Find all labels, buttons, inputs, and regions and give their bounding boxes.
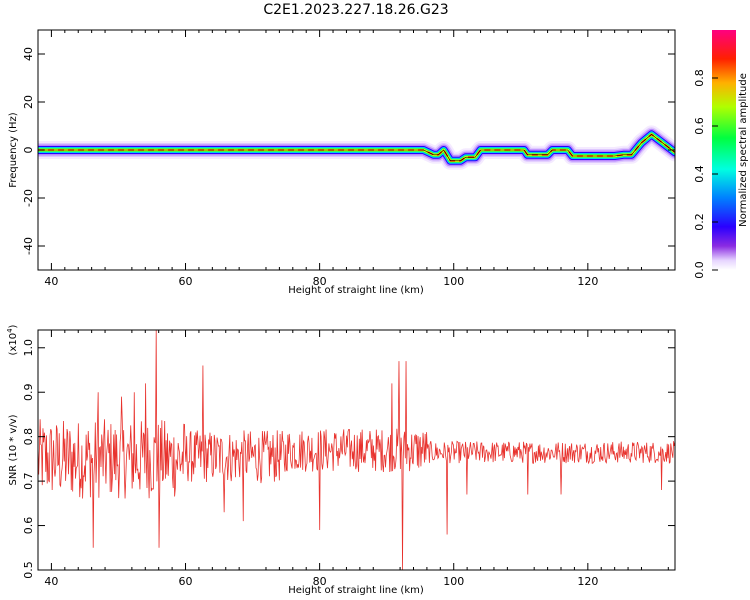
snr-panel: 40 60 80 100 120 0.5 0.6 0.7 0.8 0.9 1.0 Height of… [6,324,676,596]
snr-ytick-label: 0.6 [22,517,35,535]
snr-multiplier: (x104) [6,324,19,355]
chart-title: C2E1.2023.227.18.26.G23 [263,2,448,18]
snr-xtick-label: 80 [313,575,327,588]
spectrogram-ytick-label: -40 [22,237,35,255]
spectrogram-xlabel: Height of straight line (km) [288,285,424,296]
spectrogram-ytick-label: 40 [22,47,35,61]
spectrogram-xtick-label: 100 [443,275,464,288]
snr-xtick-label: 40 [44,575,58,588]
colorbar-tick-label: 0.2 [693,213,706,231]
colorbar-tick-label: 0.0 [693,261,706,279]
spectrogram-xtick-label: 60 [179,275,193,288]
snr-ylabel: SNR (10 * v/v) [8,414,19,485]
snr-multiplier-base: (x10 [8,333,19,356]
snr-xlabel: Height of straight line (km) [288,585,424,596]
snr-ytick-label: 0.8 [22,428,35,446]
colorbar-label: Normalized spectral amplitude [738,73,749,227]
spectrogram-xtick-label: 120 [577,275,598,288]
snr-multiplier-close: ) [8,324,19,328]
colorbar: 0.0 0.2 0.4 0.6 0.8 Normalized spectral ampl… [693,30,749,279]
colorbar-tick-label: 0.8 [693,69,706,87]
colorbar-tick-label: 0.6 [693,117,706,135]
colorbar-tick-label: 0.4 [693,165,706,183]
spectrogram-ridge-line [38,134,675,162]
snr-xtick-label: 60 [179,575,193,588]
colorbar-gradient [712,30,736,270]
spectrogram-ylabel: Frequency (Hz) [8,112,19,188]
spectrogram-ytick-label: 0 [22,147,35,154]
snr-ytick-label: 0.5 [22,561,35,579]
snr-ytick-label: 0.9 [22,383,35,401]
snr-xtick-label: 120 [577,575,598,588]
snr-ytick-label: 0.7 [22,472,35,490]
snr-xtick-label: 100 [443,575,464,588]
spectrogram-xtick-label: 40 [44,275,58,288]
snr-series-line [38,330,675,570]
snr-frame [37,329,676,571]
spectrogram-panel: 40 60 80 100 120 -40 -20 0 20 40 Height of straig… [8,29,676,296]
snr-multiplier-exponent: 4 [6,328,14,333]
spectrogram-ytick-label: -20 [22,189,35,207]
spectrogram-xtick-label: 80 [313,275,327,288]
spectrogram-ytick-label: 20 [22,95,35,109]
snr-ytick-label: 1.0 [22,339,35,357]
